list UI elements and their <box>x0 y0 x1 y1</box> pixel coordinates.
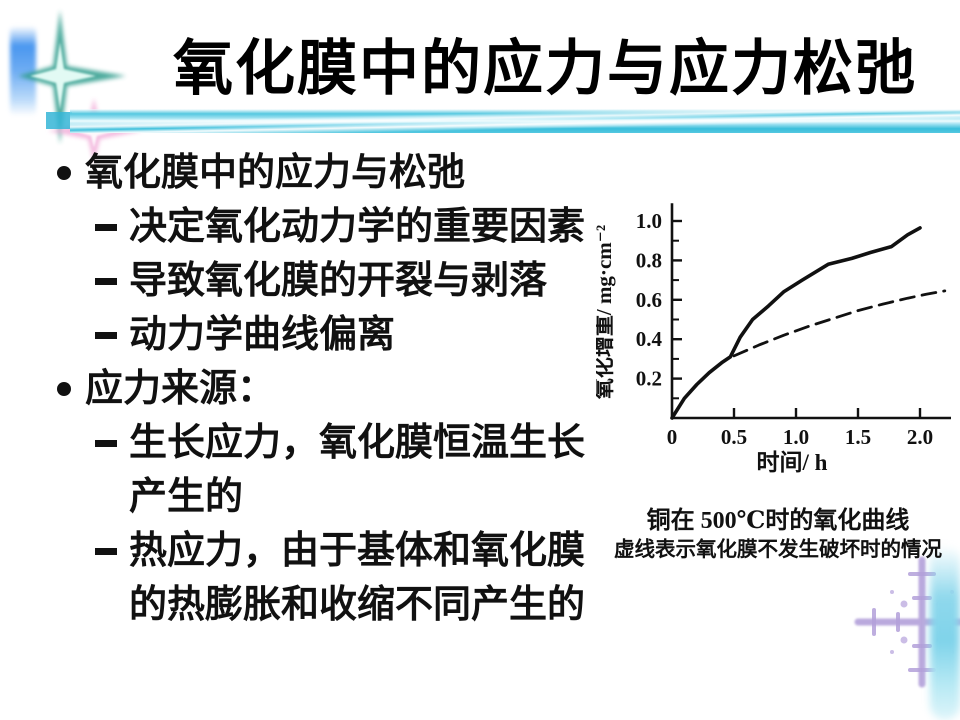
y-tick-label: 0.2 <box>636 367 662 391</box>
bullet-dash-marker <box>95 278 117 285</box>
bullet-item: 动力学曲线偏离 <box>55 308 603 362</box>
y-tick-label: 0.4 <box>636 327 663 351</box>
bullet-line: 热应力，由于基体和氧化膜 <box>129 530 586 572</box>
blue-glow-band <box>10 26 36 116</box>
bullet-dash-marker <box>95 224 117 231</box>
bullet-dash-marker <box>95 440 117 447</box>
x-tick-label: 1.5 <box>845 425 871 449</box>
bullet-item: 热应力，由于基体和氧化膜 的热膨胀和收缩不同产生的 <box>55 524 603 632</box>
bullet-dash-marker <box>95 548 117 555</box>
y-tick-label: 1.0 <box>636 209 662 233</box>
bullet-line: 应力来源： <box>85 368 276 410</box>
y-tick-label: 0.6 <box>636 288 662 312</box>
bullet-line: 动力学曲线偏离 <box>129 314 396 356</box>
teal-sparkle-icon <box>18 10 126 144</box>
bullet-item: 导致氧化膜的开裂与剥落 <box>55 254 603 308</box>
dashed-curve <box>732 289 947 358</box>
bullet-item: 决定氧化动力学的重要因素 <box>55 200 603 254</box>
bullet-dot-marker <box>57 166 71 180</box>
solid-curve <box>670 226 922 420</box>
y-axis-label: 氧化增重/ mg·cm⁻² <box>596 225 616 399</box>
x-axis-label: 时间/ h <box>757 450 828 475</box>
bullet-line: 决定氧化动力学的重要因素 <box>129 206 586 248</box>
chart-caption-title: 铜在 500℃时的氧化曲线 <box>646 508 910 534</box>
bullet-item: 生长应力，氧化膜恒温生长 产生的 <box>55 416 603 524</box>
oxidation-chart-figure: 氧化增重/ mg·cm⁻² 时间/ h 0.2 0.4 0.6 0.8 1.0 0 0.5 1… <box>596 194 960 584</box>
bullet-list: 氧化膜中的应力与松弛决定氧化动力学的重要因素 导致氧化膜的开裂与剥落 动力学曲线偏离… <box>55 146 603 632</box>
bullet-line: 产生的 <box>129 476 244 518</box>
divider-stub <box>46 112 72 129</box>
bullet-dash-marker <box>95 332 117 339</box>
bullet-item: 应力来源： <box>55 362 603 416</box>
title-divider-band <box>70 109 960 133</box>
slide-title: 氧化膜中的应力与应力松弛 <box>173 36 917 102</box>
bullet-dot-marker <box>57 382 71 396</box>
x-tick-label: 1.0 <box>783 425 809 449</box>
chart-caption-note: 虚线表示氧化膜不发生破坏时的情况 <box>614 539 942 561</box>
cyan-edge-streak <box>930 545 960 720</box>
x-tick-label: 0 <box>667 425 678 449</box>
x-tick-label: 0.5 <box>721 425 747 449</box>
oxidation-chart-plot: 氧化增重/ mg·cm⁻² 时间/ h 0.2 0.4 0.6 0.8 1.0 0 0.5 1… <box>596 203 951 475</box>
bullet-line: 生长应力，氧化膜恒温生长 <box>129 422 586 464</box>
y-tick-label: 0.8 <box>636 248 662 272</box>
bullet-line: 导致氧化膜的开裂与剥落 <box>129 260 548 302</box>
bullet-line: 氧化膜中的应力与松弛 <box>85 152 466 194</box>
bullet-item: 氧化膜中的应力与松弛 <box>55 146 603 200</box>
bullet-line: 的热膨胀和收缩不同产生的 <box>129 584 586 626</box>
x-tick-label: 2.0 <box>907 425 933 449</box>
